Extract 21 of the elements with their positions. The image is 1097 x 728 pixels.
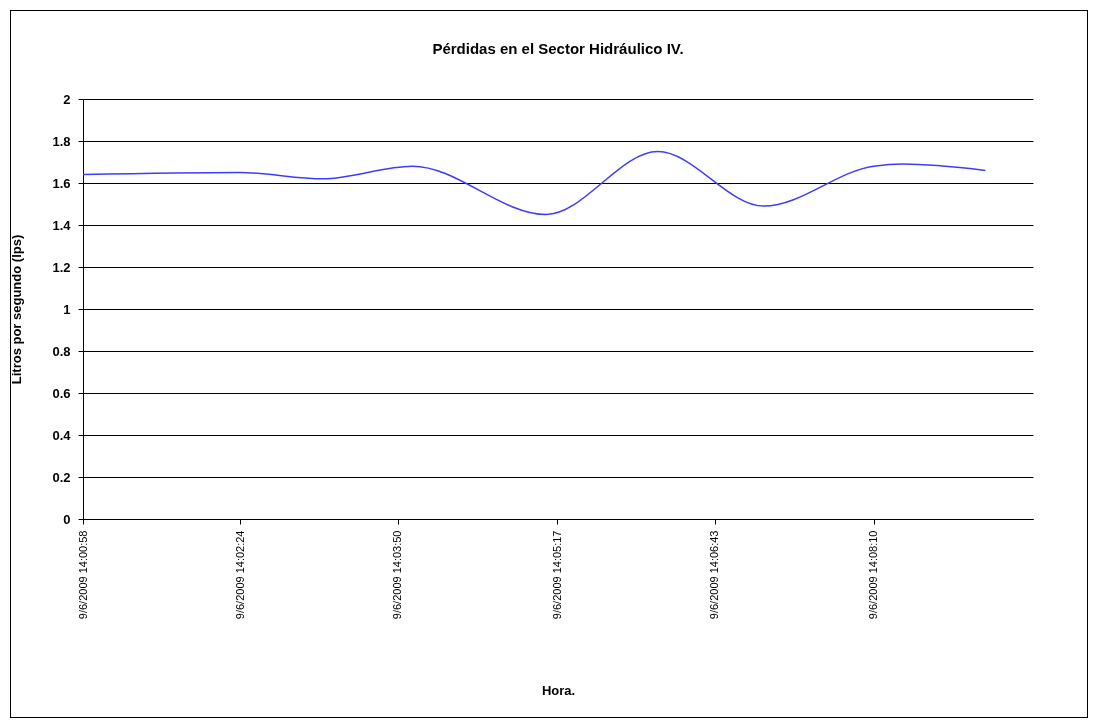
y-tick-label: 1.2 xyxy=(52,259,71,275)
y-tick-label: 0.2 xyxy=(52,469,71,485)
chart-title: Pérdidas en el Sector Hidráulico IV. xyxy=(432,40,684,57)
y-tick-label: 0 xyxy=(63,511,71,527)
line-series xyxy=(82,150,987,216)
x-tick-label: 9/6/2009 14:08:10 xyxy=(867,530,880,620)
x-axis-title: Hora. xyxy=(541,683,576,699)
y-tick-label: 0.4 xyxy=(52,427,72,443)
y-axis-title: Litros por segundo (lps) xyxy=(9,234,25,385)
x-tick-label: 9/6/2009 14:02:24 xyxy=(233,530,246,620)
y-tick-label: 1.4 xyxy=(52,217,72,233)
x-tick-label: 9/6/2009 14:05:17 xyxy=(550,530,563,620)
x-tick-label: 9/6/2009 14:06:43 xyxy=(708,530,720,620)
x-tick-label: 9/6/2009 14:03:50 xyxy=(391,530,404,620)
y-tick-label: 0.6 xyxy=(52,385,71,401)
y-tick-label: 1 xyxy=(63,301,71,317)
y-tick-label: 1.8 xyxy=(52,133,71,149)
y-tick-label: 0.8 xyxy=(52,343,71,359)
y-tick-label: 2 xyxy=(63,91,71,107)
y-tick-label: 1.6 xyxy=(52,175,71,191)
x-tick-label: 9/6/2009 14:00:58 xyxy=(76,530,89,620)
